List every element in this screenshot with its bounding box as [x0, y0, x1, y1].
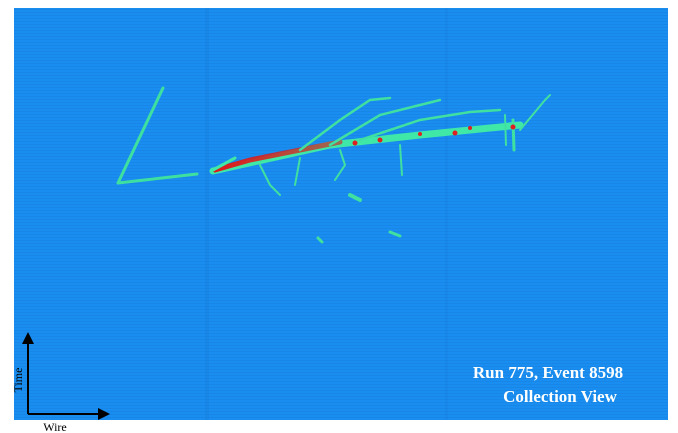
hit — [353, 141, 358, 146]
view-label: Collection View — [503, 387, 618, 406]
wire-seam — [205, 8, 209, 420]
hit — [511, 125, 516, 130]
run-label: Run 775, Event 8598 — [473, 363, 623, 382]
track — [505, 115, 506, 145]
wire-seam — [445, 8, 448, 420]
event-display: Time Wire Run 775, Event 8598 Collection… — [0, 0, 678, 433]
hit — [453, 131, 458, 136]
y-axis-label: Time — [11, 368, 25, 393]
detector-field — [14, 8, 668, 420]
hit — [468, 126, 472, 130]
track — [513, 120, 514, 150]
x-axis-label: Wire — [43, 420, 67, 433]
hit — [418, 132, 422, 136]
hit — [378, 138, 383, 143]
